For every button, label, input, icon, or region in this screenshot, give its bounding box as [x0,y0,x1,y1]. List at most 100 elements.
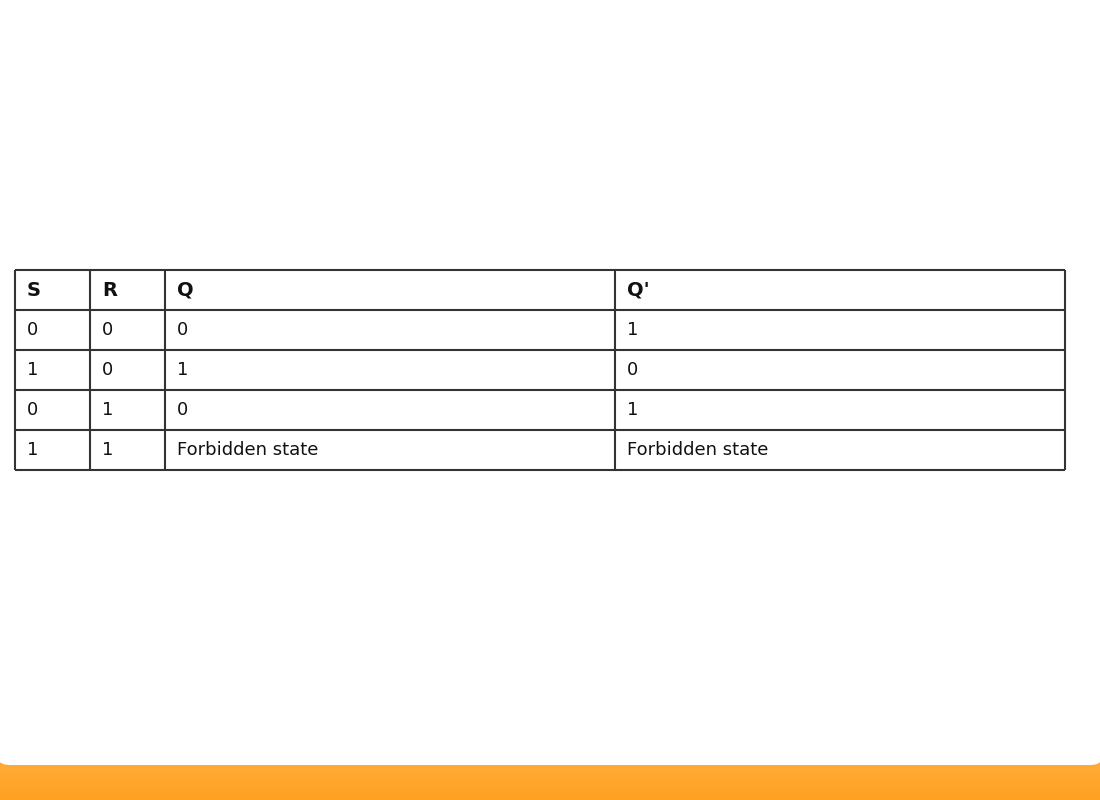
Bar [0,246,1100,248]
Bar [0,228,1100,230]
Bar [0,508,1100,510]
Bar [0,356,1100,358]
Bar [0,684,1100,686]
Bar [0,476,1100,478]
Bar [0,462,1100,464]
Bar [0,606,1100,608]
Bar [0,504,1100,506]
Bar [0,776,1100,778]
Bar [0,466,1100,468]
Bar [0,774,1100,776]
Bar [0,122,1100,124]
Bar [0,284,1100,286]
Bar [15,270,1065,470]
Bar [0,204,1100,206]
Bar [0,628,1100,630]
Bar [0,36,1100,38]
Bar [0,746,1100,748]
Bar [0,572,1100,574]
Bar [0,412,1100,414]
Bar [0,640,1100,642]
Bar [0,186,1100,188]
Bar [0,770,1100,772]
Bar [0,772,1100,774]
Bar [0,562,1100,564]
Bar [0,748,1100,750]
Bar [0,686,1100,688]
Bar [0,30,1100,32]
Text: 0: 0 [28,321,38,339]
Bar [0,678,1100,680]
Bar [0,206,1100,208]
Bar [0,236,1100,238]
Bar [0,702,1100,704]
Bar [0,706,1100,708]
Bar [0,350,1100,352]
Bar [0,550,1100,552]
Bar [0,390,1100,392]
Bar [0,126,1100,128]
Text: S: S [28,281,41,299]
Text: Forbidden state: Forbidden state [177,441,318,459]
Bar [0,2,1100,4]
Bar [0,552,1100,554]
Bar [0,744,1100,746]
Bar [0,666,1100,668]
Bar [0,244,1100,246]
Bar [0,180,1100,182]
Bar [0,262,1100,264]
Bar [0,322,1100,324]
Bar [0,490,1100,492]
FancyBboxPatch shape [0,0,1100,765]
Bar [0,692,1100,694]
Bar [0,734,1100,736]
Bar [0,260,1100,262]
Bar [0,98,1100,100]
Bar [0,114,1100,116]
Bar [0,566,1100,568]
Bar [0,530,1100,532]
Bar [0,642,1100,644]
Bar [0,700,1100,702]
Bar [0,162,1100,164]
Bar [0,414,1100,416]
Bar [0,430,1100,432]
Bar [0,120,1100,122]
Text: 0: 0 [177,321,188,339]
Bar [0,624,1100,626]
Bar [0,736,1100,738]
Bar [0,60,1100,62]
Bar [0,680,1100,682]
Bar [0,380,1100,382]
Bar [0,510,1100,512]
Bar [0,314,1100,316]
Bar [0,600,1100,602]
Bar [0,146,1100,148]
Bar [0,486,1100,488]
Bar [0,6,1100,8]
Bar [0,382,1100,384]
Text: 0: 0 [102,321,113,339]
Bar [0,388,1100,390]
Bar [0,102,1100,104]
Bar [0,58,1100,60]
Bar [0,444,1100,446]
Bar [0,740,1100,742]
Bar [0,682,1100,684]
Bar [0,792,1100,794]
Bar [0,408,1100,410]
Bar [0,372,1100,374]
Bar [0,590,1100,592]
Bar [0,318,1100,320]
Bar [0,558,1100,560]
Bar [0,754,1100,756]
Bar [0,764,1100,766]
Bar [0,154,1100,156]
Bar [0,240,1100,242]
Bar [0,574,1100,576]
Bar [0,294,1100,296]
Bar [0,778,1100,780]
Bar [0,214,1100,216]
Text: Forbidden state: Forbidden state [627,441,769,459]
Bar [0,506,1100,508]
